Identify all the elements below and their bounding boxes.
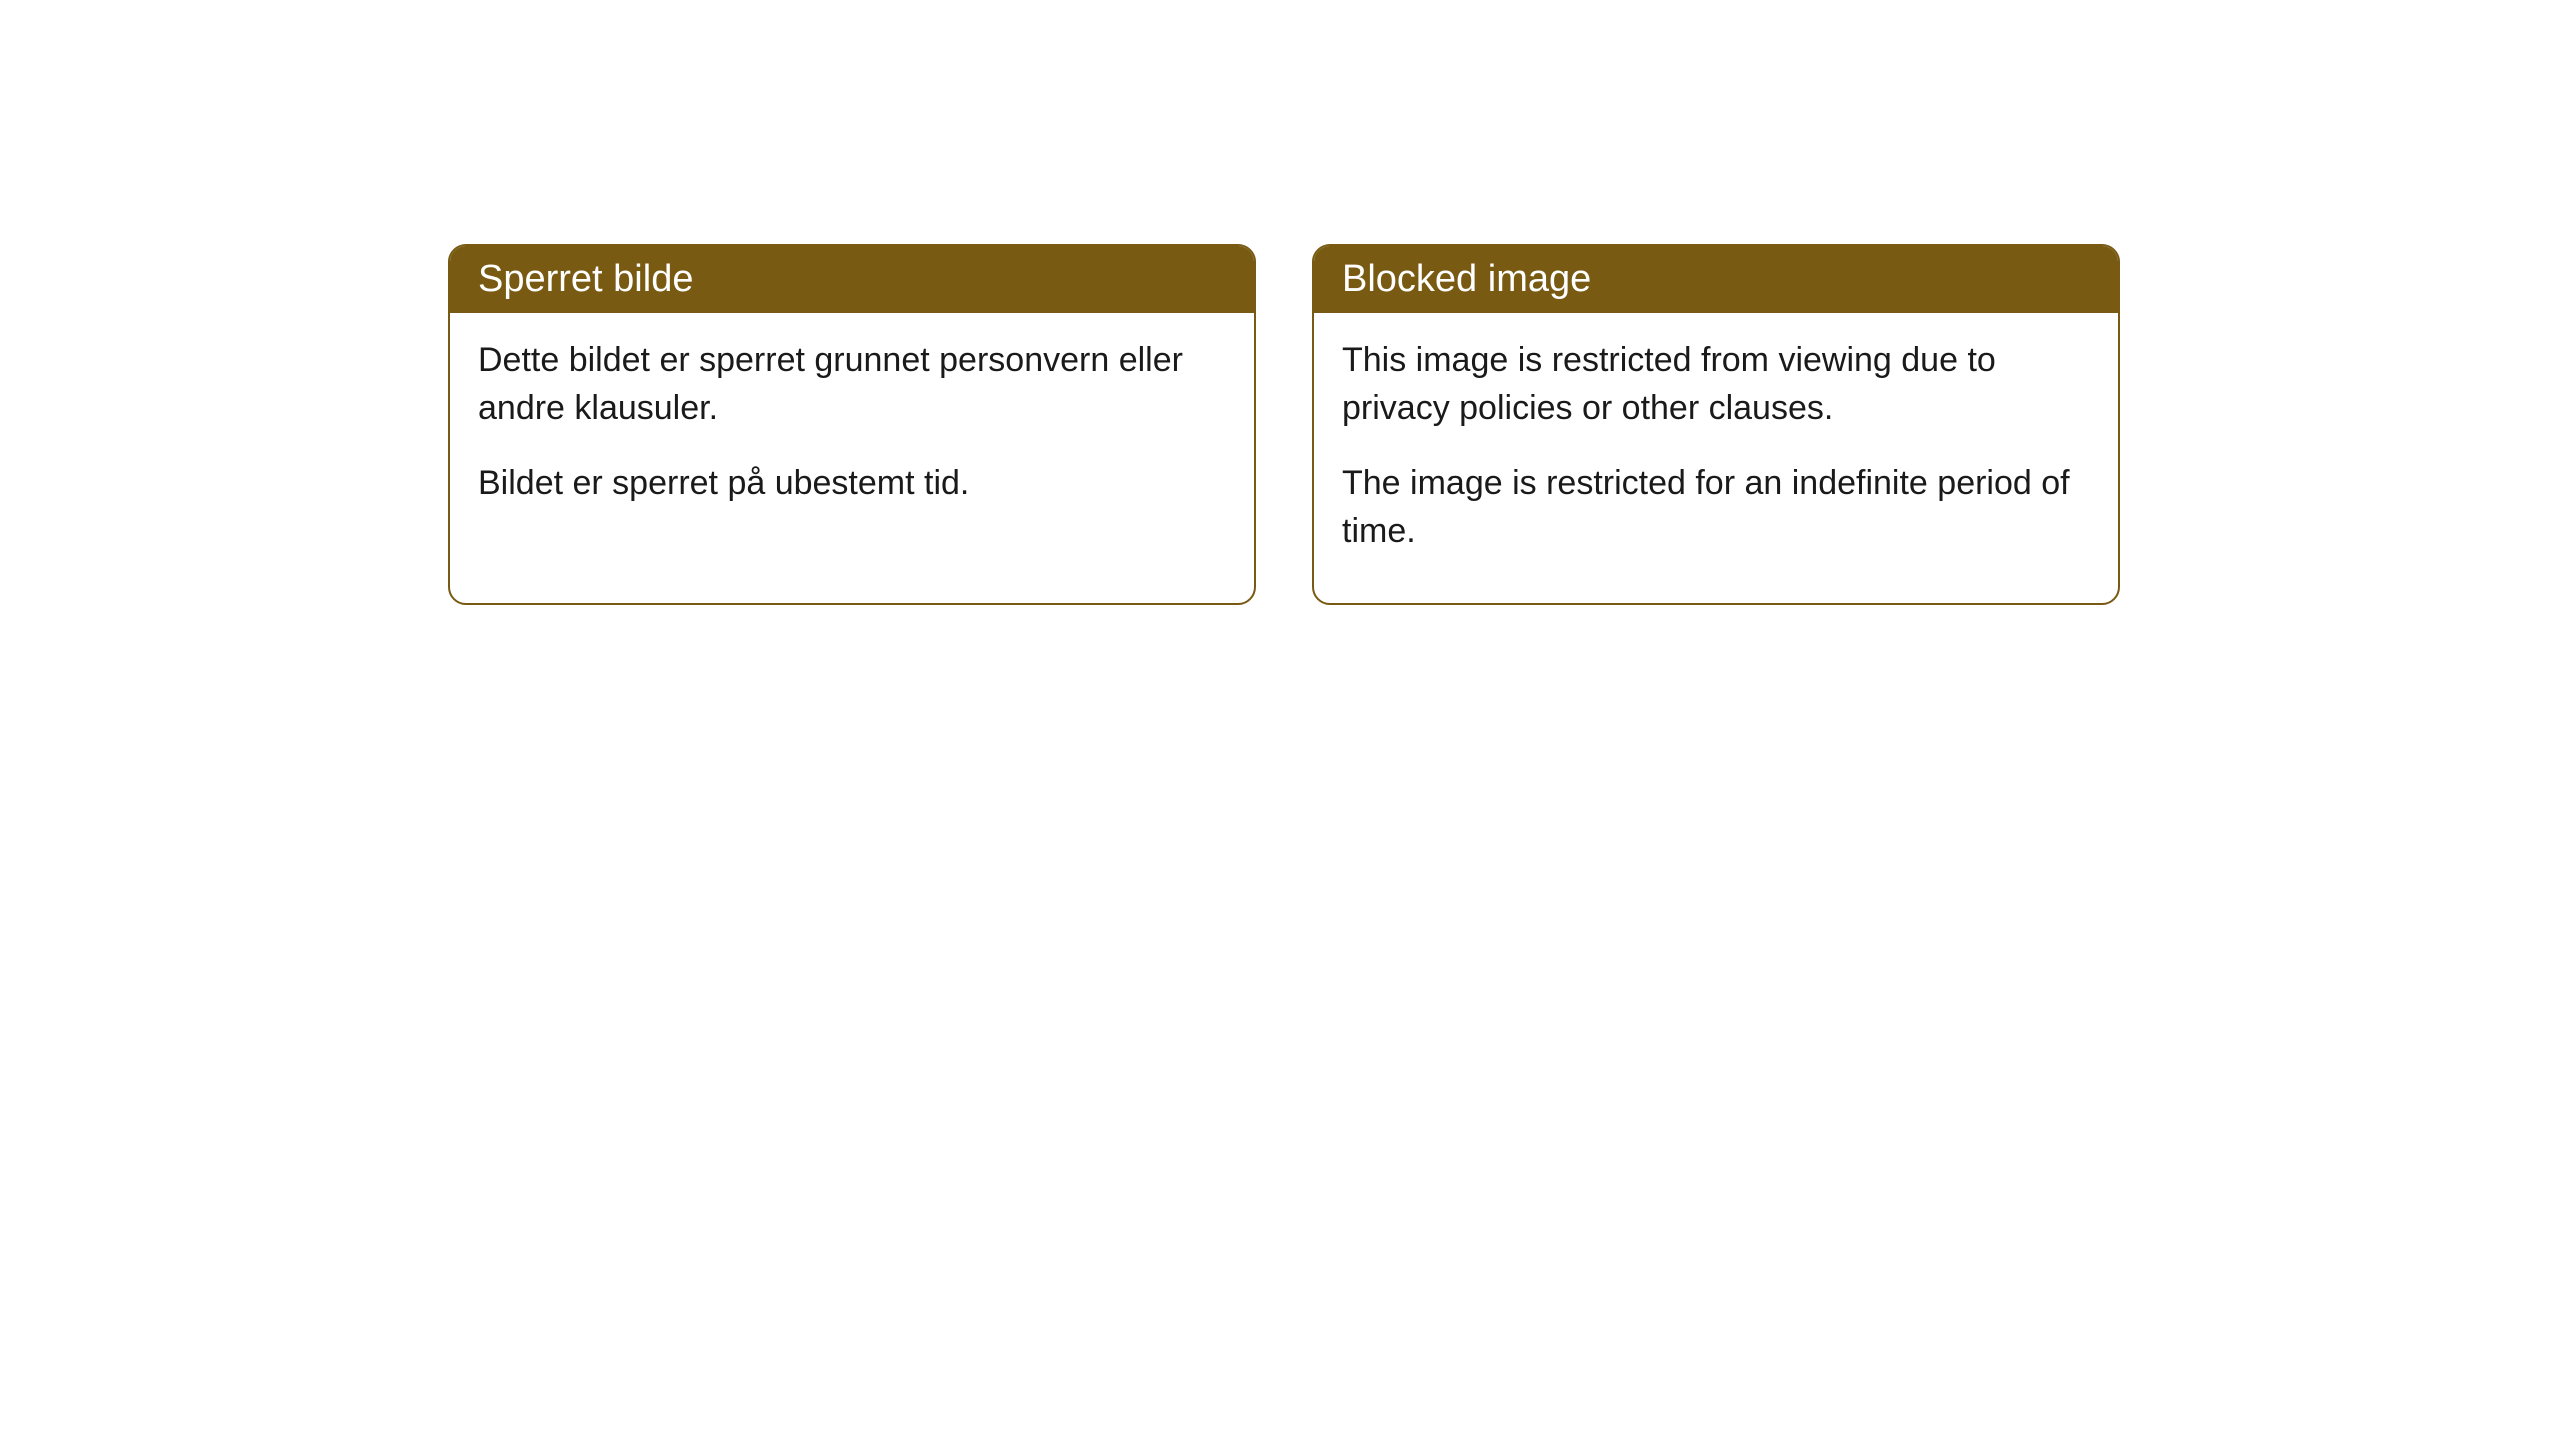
card-header-norwegian: Sperret bilde — [450, 246, 1254, 313]
notice-container: Sperret bilde Dette bildet er sperret gr… — [0, 0, 2560, 605]
card-paragraph-1-english: This image is restricted from viewing du… — [1342, 337, 2090, 432]
card-paragraph-1-norwegian: Dette bildet er sperret grunnet personve… — [478, 337, 1226, 432]
card-paragraph-2-english: The image is restricted for an indefinit… — [1342, 460, 2090, 555]
card-body-norwegian: Dette bildet er sperret grunnet personve… — [450, 313, 1254, 556]
blocked-image-card-norwegian: Sperret bilde Dette bildet er sperret gr… — [448, 244, 1256, 605]
card-header-english: Blocked image — [1314, 246, 2118, 313]
card-body-english: This image is restricted from viewing du… — [1314, 313, 2118, 603]
card-paragraph-2-norwegian: Bildet er sperret på ubestemt tid. — [478, 460, 1226, 508]
blocked-image-card-english: Blocked image This image is restricted f… — [1312, 244, 2120, 605]
